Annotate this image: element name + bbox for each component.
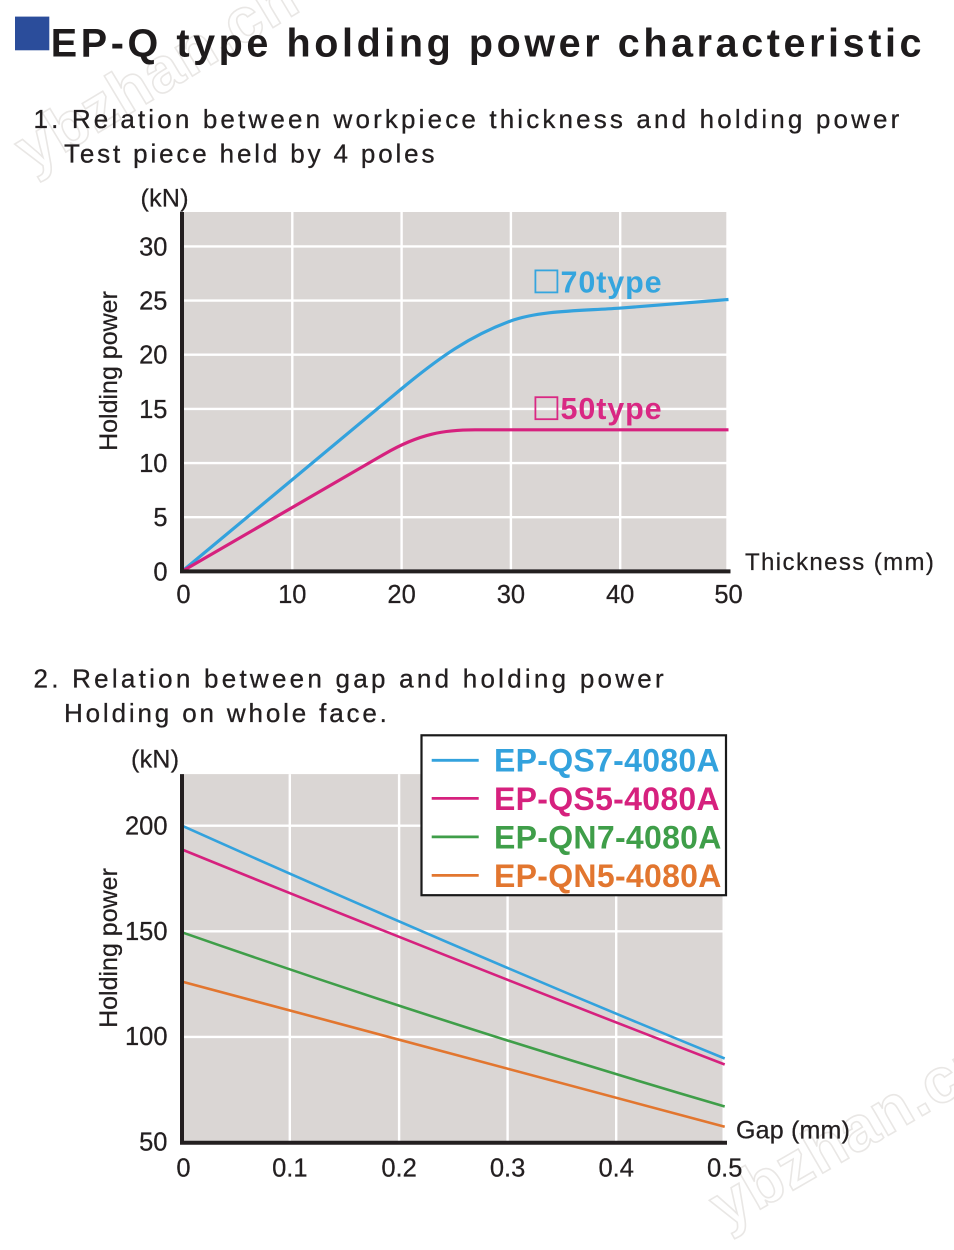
svg-text:40: 40 xyxy=(606,581,634,609)
svg-text:EP-QS5-4080A: EP-QS5-4080A xyxy=(494,781,720,817)
svg-text:0: 0 xyxy=(176,1154,190,1182)
svg-text:1. Relation between workpiece: 1. Relation between workpiece thickness … xyxy=(34,104,903,134)
svg-text:10: 10 xyxy=(139,450,167,478)
svg-text:70type: 70type xyxy=(561,265,663,299)
svg-text:Gap (mm): Gap (mm) xyxy=(736,1117,850,1145)
svg-text:0: 0 xyxy=(153,558,167,586)
svg-text:50: 50 xyxy=(714,581,742,609)
svg-text:0.4: 0.4 xyxy=(598,1154,633,1182)
svg-text:EP-Q type holding power charac: EP-Q type holding power characteristic xyxy=(51,21,925,65)
svg-text:30: 30 xyxy=(497,581,525,609)
svg-text:Holding power: Holding power xyxy=(95,291,123,451)
svg-text:20: 20 xyxy=(139,342,167,370)
svg-text:150: 150 xyxy=(125,918,168,946)
svg-text:200: 200 xyxy=(125,813,168,841)
svg-text:0.1: 0.1 xyxy=(272,1154,307,1182)
svg-text:Holding power: Holding power xyxy=(95,868,123,1028)
svg-text:0.3: 0.3 xyxy=(490,1154,525,1182)
svg-text:20: 20 xyxy=(387,581,415,609)
svg-text:Thickness (mm): Thickness (mm) xyxy=(745,549,935,576)
svg-text:Holding on whole face.: Holding on whole face. xyxy=(64,698,390,728)
svg-text:30: 30 xyxy=(139,233,167,261)
svg-text:100: 100 xyxy=(125,1023,168,1051)
svg-text:10: 10 xyxy=(278,581,306,609)
svg-text:50type: 50type xyxy=(561,392,663,426)
svg-text:15: 15 xyxy=(139,396,167,424)
svg-text:0.2: 0.2 xyxy=(381,1154,416,1182)
svg-text:EP-QS7-4080A: EP-QS7-4080A xyxy=(494,743,720,779)
svg-text:50: 50 xyxy=(139,1128,167,1156)
svg-text:0.5: 0.5 xyxy=(707,1154,742,1182)
svg-text:25: 25 xyxy=(139,288,167,316)
svg-text:Test piece held by 4 poles: Test piece held by 4 poles xyxy=(64,139,437,169)
svg-text:(kN): (kN) xyxy=(141,185,189,213)
svg-text:(kN): (kN) xyxy=(131,746,179,774)
svg-text:EP-QN5-4080A: EP-QN5-4080A xyxy=(494,858,722,894)
svg-text:5: 5 xyxy=(153,504,167,532)
svg-text:EP-QN7-4080A: EP-QN7-4080A xyxy=(494,819,722,855)
svg-text:0: 0 xyxy=(176,581,190,609)
svg-text:2. Relation between gap and ho: 2. Relation between gap and holding powe… xyxy=(34,664,667,694)
